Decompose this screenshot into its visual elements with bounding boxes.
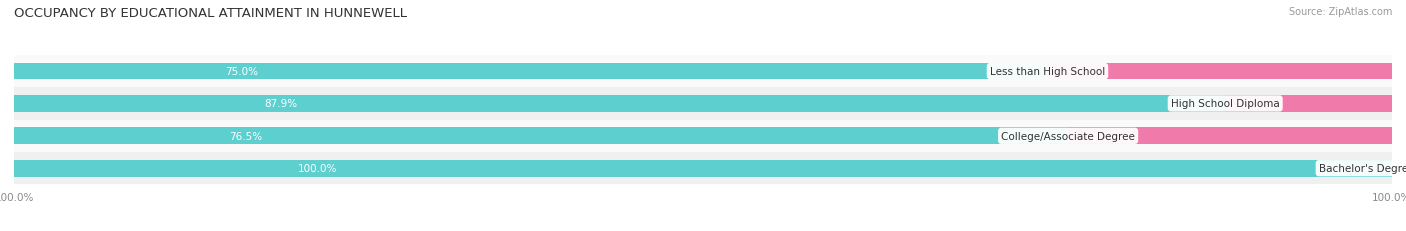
Bar (14, 63, 1047, 80)
Bar (14, 96, 1225, 112)
Bar (1069, 128, 1392, 145)
Bar (14, 160, 1392, 177)
Text: 100.0%: 100.0% (298, 164, 337, 173)
Bar (14, 96, 1392, 112)
Text: Bachelor's Degree or higher: Bachelor's Degree or higher (1319, 164, 1406, 173)
Bar (1225, 96, 1392, 112)
Text: Less than High School: Less than High School (990, 67, 1105, 77)
Bar (14, 128, 1069, 145)
Bar (14, 160, 1392, 177)
Bar (14, 63, 1392, 80)
Text: 75.0%: 75.0% (225, 67, 257, 77)
Text: 76.5%: 76.5% (229, 131, 263, 141)
Text: OCCUPANCY BY EDUCATIONAL ATTAINMENT IN HUNNEWELL: OCCUPANCY BY EDUCATIONAL ATTAINMENT IN H… (14, 7, 408, 20)
Text: 87.9%: 87.9% (264, 99, 297, 109)
Bar (14, 56, 1392, 88)
Text: Source: ZipAtlas.com: Source: ZipAtlas.com (1288, 7, 1392, 17)
Bar (1047, 63, 1392, 80)
Text: College/Associate Degree: College/Associate Degree (1001, 131, 1135, 141)
Text: High School Diploma: High School Diploma (1171, 99, 1279, 109)
Bar (14, 120, 1392, 152)
Bar (14, 152, 1392, 185)
Bar (14, 88, 1392, 120)
Bar (14, 128, 1392, 145)
